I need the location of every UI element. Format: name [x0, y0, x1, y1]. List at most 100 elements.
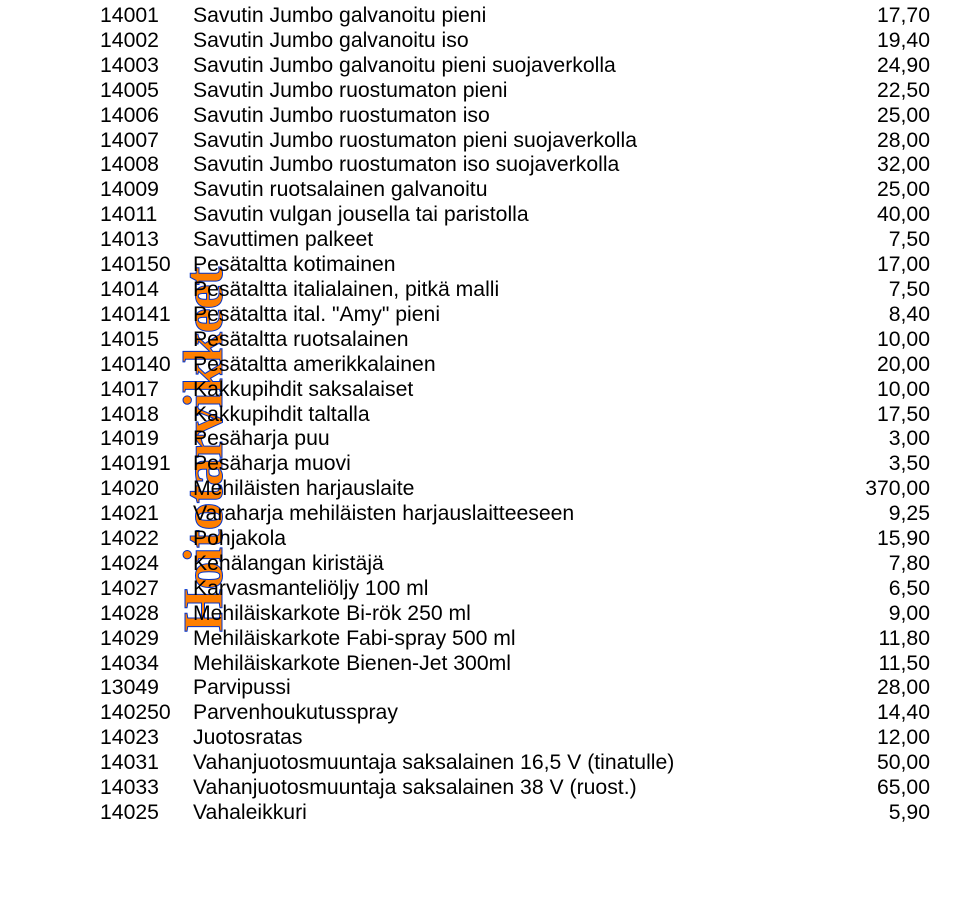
- product-price: 17,50: [840, 403, 930, 428]
- table-row: 14013Savuttimen palkeet7,50: [100, 228, 930, 253]
- product-price: 24,90: [840, 54, 930, 79]
- product-code: 140141: [100, 303, 193, 328]
- product-description: Vahanjuotosmuuntaja saksalainen 38 V (ru…: [193, 776, 840, 801]
- product-description: Juotosratas: [193, 726, 840, 751]
- product-code: 14020: [100, 477, 193, 502]
- product-code: 14007: [100, 129, 193, 154]
- table-row: 14031Vahanjuotosmuuntaja saksalainen 16,…: [100, 751, 930, 776]
- product-price: 10,00: [840, 378, 930, 403]
- product-code: 14005: [100, 79, 193, 104]
- product-description: Pesätaltta amerikkalainen: [193, 353, 840, 378]
- product-code: 14018: [100, 403, 193, 428]
- table-row: 14003Savutin Jumbo galvanoitu pieni suoj…: [100, 54, 930, 79]
- product-description: Savutin Jumbo galvanoitu pieni: [193, 4, 840, 29]
- product-description: Kakkupihdit taltalla: [193, 403, 840, 428]
- product-price: 17,70: [840, 4, 930, 29]
- table-row: 14001Savutin Jumbo galvanoitu pieni17,70: [100, 4, 930, 29]
- product-code: 14003: [100, 54, 193, 79]
- product-price: 11,80: [840, 627, 930, 652]
- table-row: 14027Karvasmanteliöljy 100 ml6,50: [100, 577, 930, 602]
- product-description: Savutin Jumbo ruostumaton iso suojaverko…: [193, 153, 840, 178]
- product-price: 370,00: [840, 477, 930, 502]
- product-code: 14022: [100, 527, 193, 552]
- product-price: 6,50: [840, 577, 930, 602]
- product-price: 3,50: [840, 452, 930, 477]
- product-price: 19,40: [840, 29, 930, 54]
- product-description: Parvipussi: [193, 676, 840, 701]
- table-row: 14014Pesätaltta italialainen, pitkä mall…: [100, 278, 930, 303]
- product-code: 14008: [100, 153, 193, 178]
- product-description: Pesäharja puu: [193, 427, 840, 452]
- product-description: Pesäharja muovi: [193, 452, 840, 477]
- product-price: 8,40: [840, 303, 930, 328]
- product-price: 50,00: [840, 751, 930, 776]
- table-row: 14005Savutin Jumbo ruostumaton pieni22,5…: [100, 79, 930, 104]
- product-price: 65,00: [840, 776, 930, 801]
- product-description: Savutin vulgan jousella tai paristolla: [193, 203, 840, 228]
- product-code: 14023: [100, 726, 193, 751]
- table-row: 14033Vahanjuotosmuuntaja saksalainen 38 …: [100, 776, 930, 801]
- product-price: 28,00: [840, 129, 930, 154]
- product-code: 14029: [100, 627, 193, 652]
- table-row: 140141Pesätaltta ital. "Amy" pieni8,40: [100, 303, 930, 328]
- product-code: 140150: [100, 253, 193, 278]
- product-description: Savutin Jumbo galvanoitu pieni suojaverk…: [193, 54, 840, 79]
- product-price: 28,00: [840, 676, 930, 701]
- product-price: 7,50: [840, 278, 930, 303]
- product-code: 14019: [100, 427, 193, 452]
- table-row: 14008Savutin Jumbo ruostumaton iso suoja…: [100, 153, 930, 178]
- table-row: 14002Savutin Jumbo galvanoitu iso19,40: [100, 29, 930, 54]
- table-row: 14025Vahaleikkuri5,90: [100, 801, 930, 826]
- price-table: 14001Savutin Jumbo galvanoitu pieni17,70…: [100, 4, 930, 826]
- product-description: Varaharja mehiläisten harjauslaitteeseen: [193, 502, 840, 527]
- product-code: 14017: [100, 378, 193, 403]
- product-price: 7,50: [840, 228, 930, 253]
- product-code: 14009: [100, 178, 193, 203]
- product-description: Savuttimen palkeet: [193, 228, 840, 253]
- product-description: Vahaleikkuri: [193, 801, 840, 826]
- product-description: Pesätaltta kotimainen: [193, 253, 840, 278]
- product-description: Karvasmanteliöljy 100 ml: [193, 577, 840, 602]
- product-price: 9,00: [840, 602, 930, 627]
- table-row: 14019Pesäharja puu3,00: [100, 427, 930, 452]
- product-code: 14002: [100, 29, 193, 54]
- product-code: 14033: [100, 776, 193, 801]
- table-row: 14018Kakkupihdit taltalla17,50: [100, 403, 930, 428]
- product-description: Savutin Jumbo ruostumaton pieni: [193, 79, 840, 104]
- product-price: 25,00: [840, 178, 930, 203]
- table-row: 14022Pohjakola15,90: [100, 527, 930, 552]
- product-code: 14025: [100, 801, 193, 826]
- product-price: 12,00: [840, 726, 930, 751]
- table-row: 13049Parvipussi28,00: [100, 676, 930, 701]
- product-description: Pesätaltta italialainen, pitkä malli: [193, 278, 840, 303]
- product-code: 14006: [100, 104, 193, 129]
- product-price: 40,00: [840, 203, 930, 228]
- product-description: Savutin Jumbo ruostumaton iso: [193, 104, 840, 129]
- product-price: 5,90: [840, 801, 930, 826]
- product-description: Pesätaltta ruotsalainen: [193, 328, 840, 353]
- table-row: 14007Savutin Jumbo ruostumaton pieni suo…: [100, 129, 930, 154]
- table-row: 14034Mehiläiskarkote Bienen-Jet 300ml11,…: [100, 652, 930, 677]
- table-row: 140140Pesätaltta amerikkalainen20,00: [100, 353, 930, 378]
- product-description: Mehiläiskarkote Fabi-spray 500 ml: [193, 627, 840, 652]
- table-row: 14006Savutin Jumbo ruostumaton iso25,00: [100, 104, 930, 129]
- product-code: 14013: [100, 228, 193, 253]
- table-row: 14011Savutin vulgan jousella tai paristo…: [100, 203, 930, 228]
- product-price: 22,50: [840, 79, 930, 104]
- product-description: Pohjakola: [193, 527, 840, 552]
- table-row: 140150Pesätaltta kotimainen17,00: [100, 253, 930, 278]
- product-price: 15,90: [840, 527, 930, 552]
- table-row: 14029Mehiläiskarkote Fabi-spray 500 ml11…: [100, 627, 930, 652]
- table-row: 14023Juotosratas12,00: [100, 726, 930, 751]
- product-code: 14028: [100, 602, 193, 627]
- product-description: Kakkupihdit saksalaiset: [193, 378, 840, 403]
- table-row: 14024Kehälangan kiristäjä7,80: [100, 552, 930, 577]
- table-row: 14009Savutin ruotsalainen galvanoitu25,0…: [100, 178, 930, 203]
- product-description: Savutin Jumbo galvanoitu iso: [193, 29, 840, 54]
- product-code: 14001: [100, 4, 193, 29]
- product-description: Savutin Jumbo ruostumaton pieni suojaver…: [193, 129, 840, 154]
- table-row: 140250Parvenhoukutusspray14,40: [100, 701, 930, 726]
- product-price: 20,00: [840, 353, 930, 378]
- product-description: Mehiläiskarkote Bienen-Jet 300ml: [193, 652, 840, 677]
- table-row: 140191Pesäharja muovi3,50: [100, 452, 930, 477]
